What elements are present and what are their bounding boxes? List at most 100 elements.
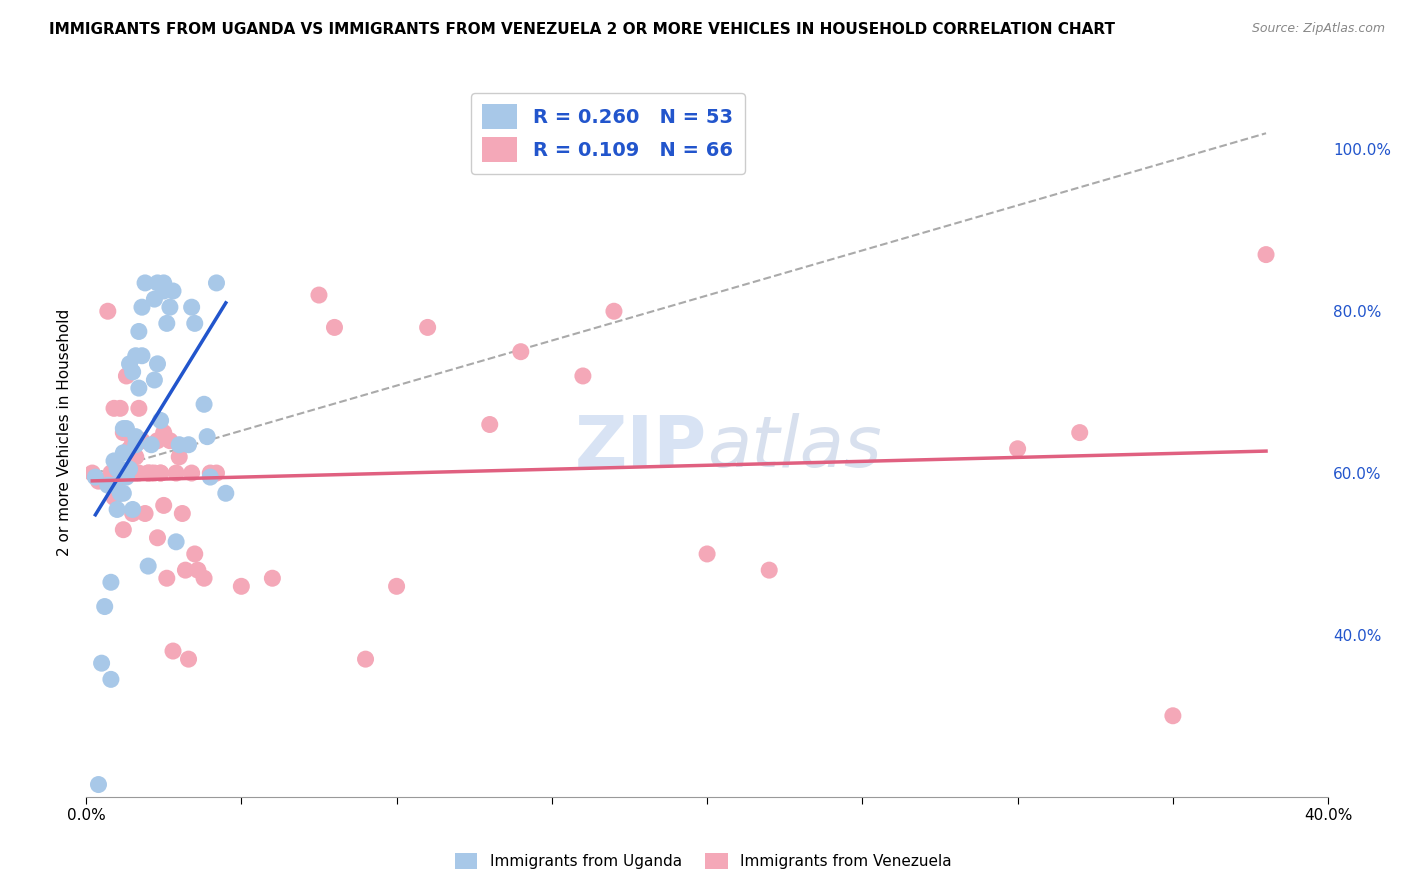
Point (162, 284, 184, 298)
Point (478, 417, 501, 432)
Point (1254, 247, 1277, 261)
Point (262, 571, 284, 585)
Point (205, 466, 228, 480)
Point (128, 325, 150, 339)
Point (134, 276, 156, 290)
Point (172, 507, 194, 521)
Point (696, 547, 718, 561)
Text: ZIP: ZIP (575, 413, 707, 482)
Point (87, 778, 110, 792)
Point (131, 349, 153, 363)
Point (156, 571, 179, 585)
Point (90, 656, 112, 670)
Point (167, 438, 190, 452)
Point (195, 430, 218, 444)
Point (184, 317, 207, 331)
Point (509, 344, 531, 359)
Point (200, 470, 222, 484)
Point (174, 563, 197, 577)
Legend: R = 0.260   N = 53, R = 0.109   N = 66: R = 0.260 N = 53, R = 0.109 N = 66 (471, 93, 745, 174)
Point (128, 381, 150, 395)
Point (112, 486, 135, 500)
Point (121, 507, 143, 521)
Point (143, 373, 166, 387)
Point (572, 368, 595, 383)
Point (205, 276, 228, 290)
Point (143, 292, 166, 306)
Point (146, 434, 169, 448)
Point (103, 401, 125, 416)
Point (100, 575, 122, 590)
Point (136, 559, 159, 574)
Point (118, 462, 141, 476)
Point (112, 446, 135, 460)
Point (121, 365, 143, 379)
Point (1069, 425, 1091, 440)
Point (131, 300, 153, 314)
Point (125, 430, 148, 444)
Point (125, 349, 148, 363)
Point (105, 502, 128, 516)
Point (121, 434, 143, 448)
Point (118, 466, 141, 480)
Text: IMMIGRANTS FROM UGANDA VS IMMIGRANTS FROM VENEZUELA 2 OR MORE VEHICLES IN HOUSEH: IMMIGRANTS FROM UGANDA VS IMMIGRANTS FRO… (49, 22, 1115, 37)
Point (87, 474, 110, 488)
Point (110, 462, 132, 476)
Point (128, 466, 150, 480)
Point (149, 413, 172, 427)
Point (141, 438, 163, 452)
Point (146, 276, 169, 290)
Point (308, 288, 330, 302)
Point (112, 425, 135, 440)
Point (103, 478, 125, 492)
Point (184, 547, 207, 561)
Point (1161, 708, 1184, 723)
Point (93, 474, 115, 488)
Point (165, 534, 187, 549)
Point (115, 421, 138, 435)
Point (231, 579, 253, 593)
Point (416, 320, 439, 334)
Point (105, 466, 128, 480)
Point (146, 531, 169, 545)
Point (118, 357, 141, 371)
Point (112, 523, 135, 537)
Point (131, 434, 153, 448)
Point (93, 599, 115, 614)
Point (136, 466, 159, 480)
Y-axis label: 2 or more Vehicles in Household: 2 or more Vehicles in Household (58, 309, 72, 557)
Point (193, 571, 215, 585)
Point (125, 450, 148, 464)
Point (110, 466, 132, 480)
Point (103, 454, 125, 468)
Point (103, 491, 125, 505)
Point (152, 276, 174, 290)
Point (152, 499, 174, 513)
Legend: Immigrants from Uganda, Immigrants from Venezuela: Immigrants from Uganda, Immigrants from … (449, 847, 957, 875)
Point (180, 466, 202, 480)
Point (165, 466, 187, 480)
Point (149, 466, 172, 480)
Point (193, 397, 215, 411)
Text: Source: ZipAtlas.com: Source: ZipAtlas.com (1251, 22, 1385, 36)
Point (146, 357, 169, 371)
Point (354, 652, 377, 666)
Point (159, 300, 181, 314)
Point (105, 462, 128, 476)
Point (167, 450, 190, 464)
Point (115, 466, 138, 480)
Point (125, 438, 148, 452)
Text: atlas: atlas (707, 413, 882, 482)
Point (603, 304, 626, 318)
Point (97, 478, 120, 492)
Point (112, 421, 135, 435)
Point (110, 462, 132, 476)
Point (385, 579, 408, 593)
Point (1007, 442, 1029, 456)
Point (110, 401, 132, 416)
Point (758, 563, 780, 577)
Point (141, 466, 163, 480)
Point (152, 284, 174, 298)
Point (162, 644, 184, 658)
Point (143, 466, 166, 480)
